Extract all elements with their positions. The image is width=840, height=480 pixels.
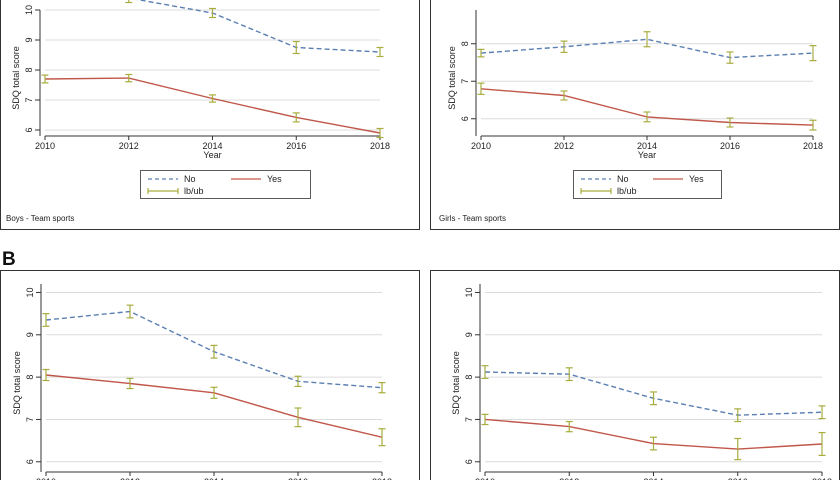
y-tick-label: 6 (460, 116, 470, 121)
y-tick-label: 8 (464, 375, 474, 380)
chart-panel-4: 6 7 8 9 10 2010 2012 2014 2016 2018 SDQ total scor… (430, 270, 840, 480)
legend-box (573, 170, 722, 199)
y-tick-label: 8 (24, 67, 34, 72)
y-tick-label: 10 (25, 287, 35, 297)
x-tick-label: 2014 (637, 141, 657, 151)
x-axis-label: Year (638, 150, 656, 160)
legend-no-label: No (617, 174, 629, 184)
x-tick-label: 2012 (119, 141, 139, 151)
y-tick-label: 6 (24, 127, 34, 132)
y-tick-label: 7 (460, 79, 470, 84)
legend-no-label: No (184, 174, 196, 184)
y-tick-label: 6 (464, 459, 474, 464)
x-tick-label: 2010 (475, 477, 495, 480)
y-tick-label: 7 (464, 417, 474, 422)
x-tick-label: 2010 (36, 477, 56, 480)
legend-box (140, 170, 311, 199)
panel-footnote: Girls - Team sports (439, 214, 506, 223)
y-axis-label: SDQ total score (12, 351, 22, 415)
y-tick-label: 10 (464, 287, 474, 297)
x-tick-label: 2018 (370, 141, 390, 151)
chart-panel-3: 6 7 8 9 10 2010 2012 2014 2016 2018 SDQ total scor… (0, 270, 420, 480)
legend-yes-label: Yes (267, 174, 282, 184)
panel-frame (0, 270, 420, 480)
x-tick-label: 2010 (35, 141, 55, 151)
y-tick-label: 7 (24, 97, 34, 102)
section-label-b: B (2, 249, 16, 270)
legend-ci-label: lb/ub (184, 186, 204, 196)
y-tick-label: 6 (25, 459, 35, 464)
x-tick-label: 2016 (288, 477, 308, 480)
y-tick-label: 10 (24, 5, 34, 15)
x-tick-label: 2012 (559, 477, 579, 480)
y-tick-label: 8 (25, 375, 35, 380)
y-axis-label: SDQ total score (11, 46, 21, 110)
x-tick-label: 2016 (720, 141, 740, 151)
y-tick-label: 7 (25, 417, 35, 422)
legend: No Yes lb/ub (140, 170, 311, 199)
x-tick-label: 2014 (202, 141, 222, 151)
legend-ci-label: lb/ub (617, 186, 637, 196)
panel-footnote: Boys - Team sports (6, 214, 74, 223)
x-tick-label: 2012 (120, 477, 140, 480)
x-axis-label: Year (203, 150, 221, 160)
y-tick-label: 9 (24, 37, 34, 42)
legend-yes-label: Yes (689, 174, 704, 184)
y-axis-label: SDQ total score (451, 351, 461, 415)
y-tick-label: 9 (464, 332, 474, 337)
x-tick-label: 2016 (728, 477, 748, 480)
x-tick-label: 2014 (204, 477, 224, 480)
chart-panel-2: 6 7 8 2010 2012 2014 2016 2018 Year SDQ total sco… (430, 0, 840, 230)
x-tick-label: 2018 (372, 477, 392, 480)
y-tick-label: 8 (460, 41, 470, 46)
x-tick-label: 2014 (643, 477, 663, 480)
y-axis-label: SDQ total score (447, 46, 457, 110)
x-tick-label: 2018 (803, 141, 823, 151)
y-tick-label: 9 (25, 332, 35, 337)
x-tick-label: 2010 (471, 141, 491, 151)
chart-panel-1: 6 7 8 9 10 2010 2012 2014 2016 2018 Year SDQ total … (0, 0, 420, 230)
x-tick-label: 2016 (286, 141, 306, 151)
x-tick-label: 2018 (812, 477, 832, 480)
x-tick-label: 2012 (554, 141, 574, 151)
legend: No Yes lb/ub (573, 170, 722, 199)
panel-frame (430, 270, 840, 480)
